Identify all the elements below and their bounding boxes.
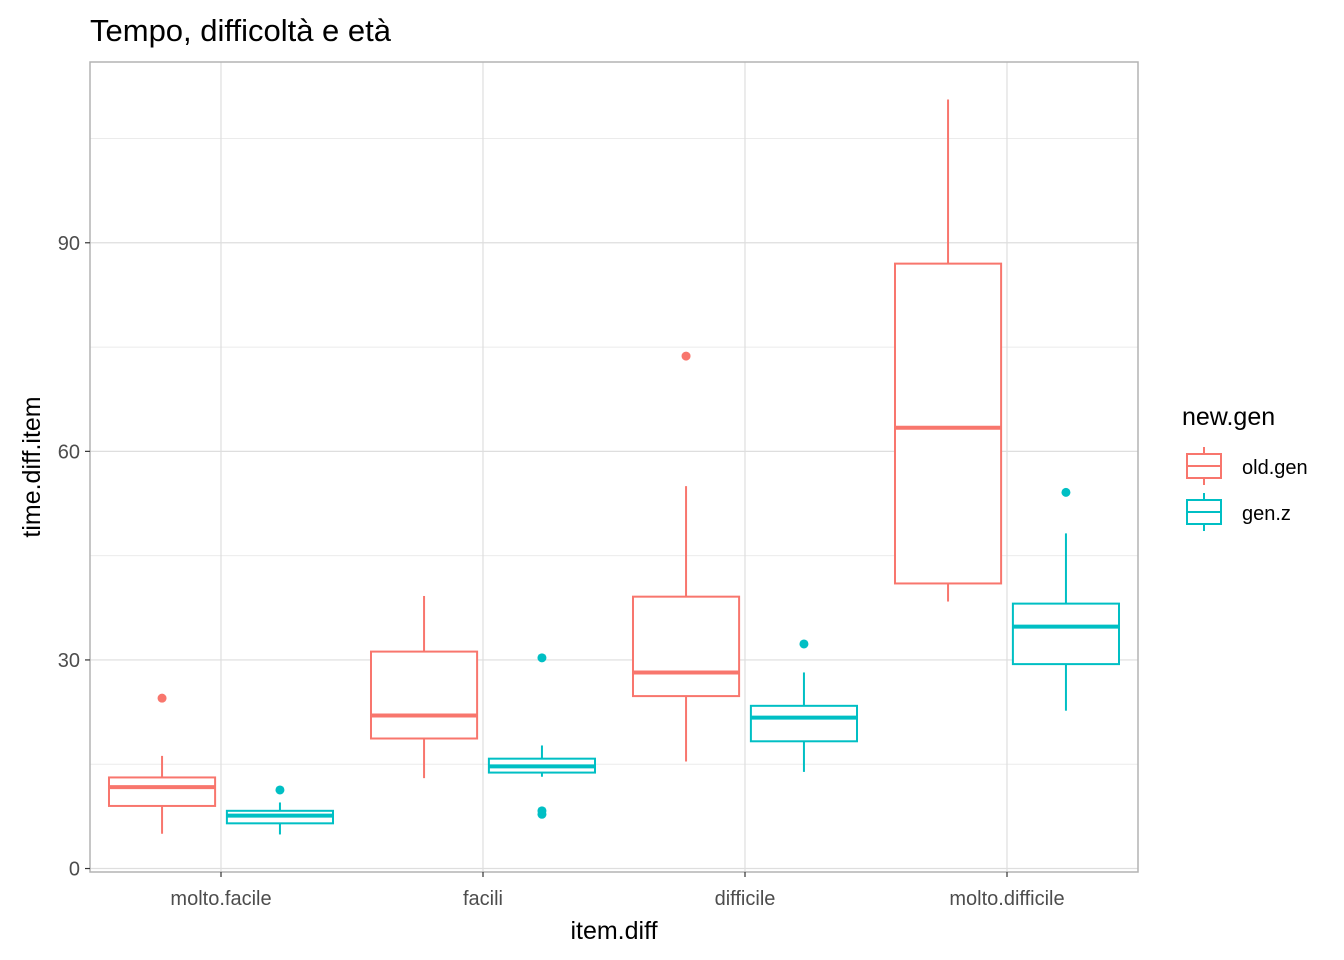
legend-title: new.gen — [1182, 403, 1275, 431]
box-old.gen-molto.difficile — [893, 99, 1003, 602]
box-gen.z-facili — [487, 653, 597, 819]
legend: new.gen old.gen gen.z — [1182, 403, 1308, 531]
y-axis-ticks: 0 30 60 90 — [58, 233, 90, 881]
y-tick-label: 60 — [58, 441, 80, 463]
outlier-point — [537, 653, 547, 663]
legend-label: gen.z — [1242, 503, 1291, 525]
outlier-point — [799, 639, 809, 649]
plot-panel-border — [89, 61, 1139, 873]
box-old.gen-facili — [369, 595, 479, 779]
box-body — [631, 595, 741, 698]
grid-lines — [90, 62, 1138, 872]
y-tick-label: 0 — [69, 859, 80, 881]
y-tick-label: 90 — [58, 233, 80, 255]
x-tick-label: facili — [463, 888, 503, 910]
y-tick-label: 30 — [58, 650, 80, 672]
box-gen.z-molto.facile — [225, 785, 335, 835]
legend-item-gen.z: gen.z — [1186, 493, 1291, 531]
box-gen.z-molto.difficile — [1011, 487, 1121, 711]
outlier-point — [537, 809, 547, 819]
x-tick-label: difficile — [715, 888, 776, 910]
legend-label: old.gen — [1242, 457, 1308, 479]
x-tick-label: molto.facile — [170, 888, 271, 910]
outlier-point — [157, 693, 167, 703]
box-body — [749, 704, 859, 743]
x-tick-label: molto.difficile — [949, 888, 1064, 910]
x-axis-title: item.diff — [570, 917, 657, 945]
outlier-point — [681, 351, 691, 361]
outlier-point — [1061, 487, 1071, 497]
box-body — [107, 776, 217, 807]
box-old.gen-difficile — [631, 351, 741, 762]
plot-boxes — [107, 99, 1121, 835]
box-gen.z-difficile — [749, 639, 859, 772]
outlier-point — [275, 785, 285, 795]
legend-item-old.gen: old.gen — [1186, 447, 1308, 485]
box-body — [893, 262, 1003, 585]
y-axis-title: time.diff.item — [18, 396, 46, 537]
x-axis-ticks: molto.facile facili difficile molto.diffici… — [170, 872, 1065, 910]
chart-title: Tempo, difficoltà e età — [90, 13, 392, 48]
box-body — [1011, 602, 1121, 666]
box-old.gen-molto.facile — [107, 693, 217, 834]
box-body — [369, 650, 479, 740]
